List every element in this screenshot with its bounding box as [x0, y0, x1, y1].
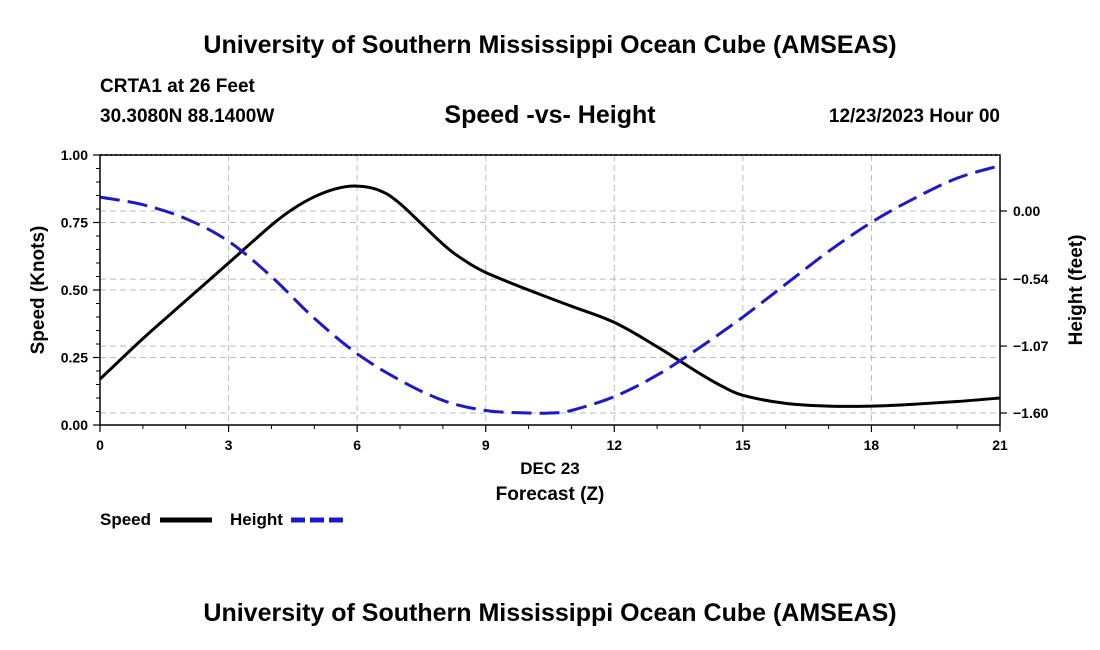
y2-tick-label: −1.07 [1013, 338, 1049, 354]
series-line-height [99, 164, 1001, 415]
x-tick-label: 21 [992, 437, 1008, 453]
series-layer [98, 164, 1001, 415]
chart-subtitle: Speed -vs- Height [444, 101, 656, 129]
ticks-layer: 0 3 6 9 12 15 18 21 0.00 0.25 0.50 0.75 1.00 0.00 −0.5… [61, 147, 1049, 453]
station-name: CRTA1 at 26 Feet [100, 76, 255, 97]
x-tick-label: 3 [225, 437, 233, 453]
series-line-speed [98, 184, 1001, 408]
x-tick-label: 6 [353, 437, 361, 453]
x-axis-date-label: DEC 23 [520, 459, 580, 478]
x-axis-title: Forecast (Z) [496, 484, 605, 505]
forecast-datetime: 12/23/2023 Hour 00 [828, 106, 1000, 127]
x-tick-label: 15 [735, 437, 751, 453]
speed-height-chart: 0 3 6 9 12 15 18 21 0.00 0.25 0.50 0.75 1.00 0.00 −0.5… [28, 147, 1087, 529]
y-tick-label: 0.75 [61, 215, 88, 231]
x-tick-label: 12 [606, 437, 622, 453]
legend-label-height: Height [230, 510, 283, 529]
footer-title: University of Southern Mississippi Ocean… [203, 599, 897, 627]
page-title: University of Southern Mississippi Ocean… [203, 31, 897, 59]
y2-axis-title: Height (feet) [1066, 235, 1087, 346]
y-tick-label: 1.00 [61, 147, 88, 163]
x-tick-label: 0 [96, 437, 104, 453]
x-tick-label: 9 [482, 437, 490, 453]
y2-tick-label: −1.60 [1013, 405, 1049, 421]
y2-tick-label: 0.00 [1013, 203, 1040, 219]
legend: Speed Height [100, 510, 343, 529]
y2-tick-label: −0.54 [1013, 271, 1049, 287]
grid-layer [100, 154, 1000, 425]
y-axis-title: Speed (Knots) [28, 226, 49, 355]
legend-label-speed: Speed [100, 510, 151, 529]
y-tick-label: 0.50 [61, 282, 88, 298]
y-tick-label: 0.00 [61, 417, 88, 433]
x-tick-label: 18 [864, 437, 880, 453]
y-tick-label: 0.25 [61, 350, 88, 366]
station-coordinates: 30.3080N 88.1400W [100, 106, 275, 127]
labels-layer: DEC 23 Forecast (Z) Speed (Knots) Height… [28, 226, 1087, 505]
